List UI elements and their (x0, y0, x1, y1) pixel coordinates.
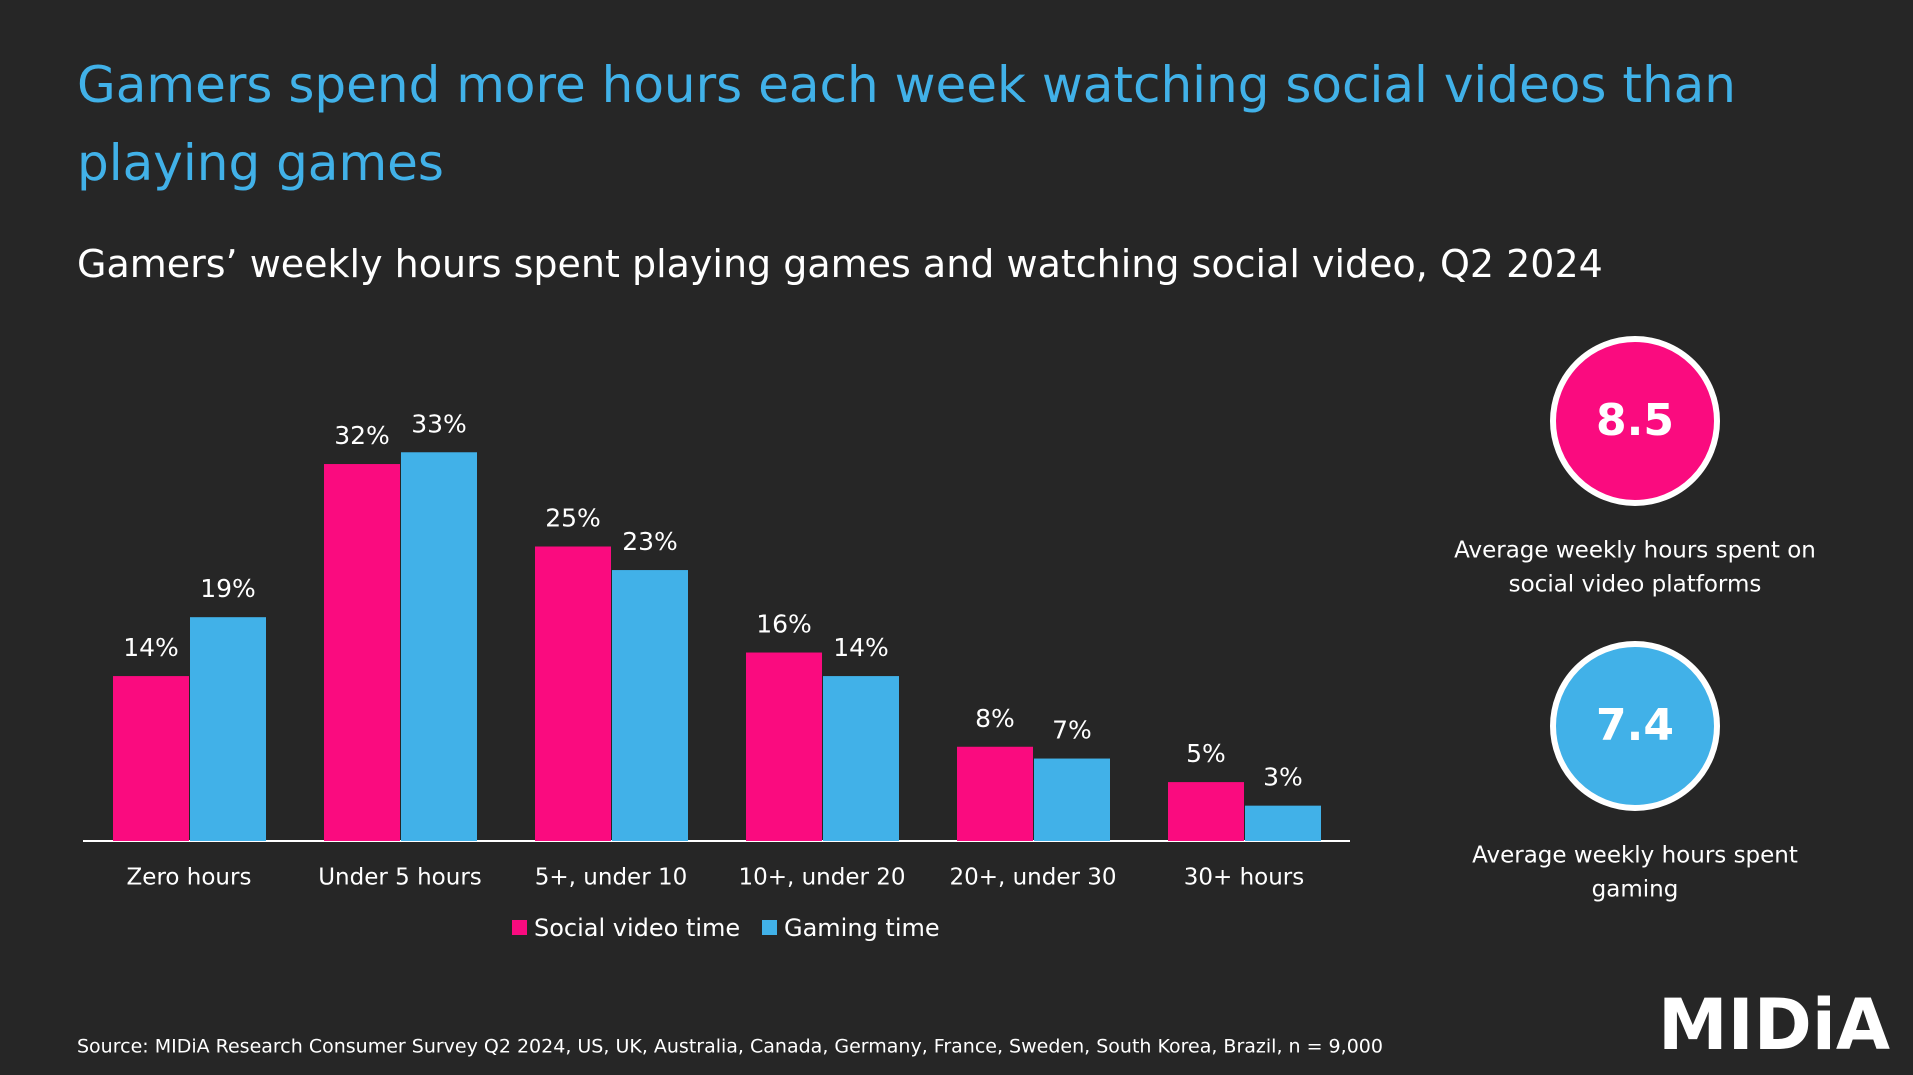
value-label: 14% (833, 633, 889, 662)
bar (823, 676, 899, 841)
value-label: 32% (334, 421, 390, 450)
bar (401, 452, 477, 841)
value-label: 16% (756, 610, 812, 639)
value-label: 19% (200, 574, 256, 603)
logo: MIDiA (1658, 984, 1890, 1066)
x-tick-label: 10+, under 20 (738, 865, 905, 891)
bar (324, 464, 400, 841)
bar (113, 676, 189, 841)
bar (1168, 782, 1244, 841)
bar (1034, 758, 1110, 841)
chart-subtitle: Gamers’ weekly hours spent playing games… (77, 242, 1603, 286)
value-label: 8% (975, 704, 1015, 733)
stat-circle (1550, 641, 1720, 811)
stat-value: 7.4 (1596, 700, 1674, 751)
stat-caption: gaming (1592, 877, 1679, 903)
bar (190, 617, 266, 841)
bar (535, 546, 611, 841)
legend-swatch (762, 920, 777, 935)
bar (957, 746, 1033, 841)
bar (746, 652, 822, 841)
stat-caption: Average weekly hours spent (1472, 843, 1798, 869)
stat-circle (1550, 336, 1720, 506)
value-label: 33% (411, 409, 467, 438)
x-tick-label: 5+, under 10 (535, 865, 687, 891)
source: Source: MIDiA Research Consumer Survey Q… (77, 1036, 1383, 1058)
stat-value: 8.5 (1596, 395, 1674, 446)
bar (1245, 805, 1321, 841)
legend-label: Social video time (534, 914, 740, 942)
chart-title: Gamers spend more hours each week watchi… (77, 56, 1736, 192)
x-tick-label: 30+ hours (1184, 865, 1305, 891)
stat-caption: Average weekly hours spent on (1454, 538, 1816, 564)
value-label: 25% (545, 504, 601, 533)
legend-swatch (512, 920, 527, 935)
value-label: 5% (1186, 739, 1226, 768)
value-label: 7% (1052, 716, 1092, 745)
x-tick-label: 20+, under 30 (949, 865, 1116, 891)
stat-caption: social video platforms (1509, 572, 1762, 598)
value-label: 23% (622, 527, 678, 556)
legend-label: Gaming time (784, 914, 940, 942)
bar (612, 570, 688, 841)
value-label: 3% (1263, 763, 1303, 792)
x-tick-label: Zero hours (127, 865, 252, 891)
x-tick-label: Under 5 hours (318, 865, 482, 891)
value-label: 14% (123, 633, 179, 662)
